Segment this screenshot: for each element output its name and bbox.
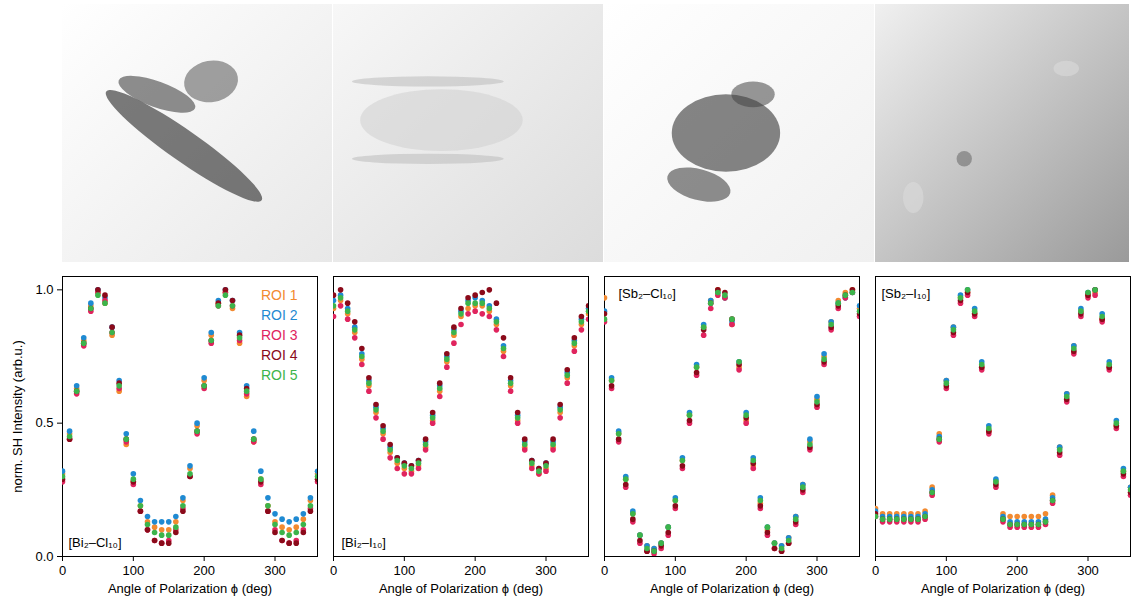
svg-text:Angle of Polarization ϕ (deg): Angle of Polarization ϕ (deg) [379,581,543,596]
svg-text:[Bi₂–Cl₁₀]: [Bi₂–Cl₁₀] [69,535,122,550]
svg-text:100: 100 [664,563,686,578]
svg-text:300: 300 [535,563,557,578]
svg-text:Angle of Polarization ϕ (deg): Angle of Polarization ϕ (deg) [650,581,814,596]
svg-text:200: 200 [193,563,215,578]
svg-text:100: 100 [122,563,144,578]
svg-text:200: 200 [464,563,486,578]
svg-text:ROI 3: ROI 3 [261,327,298,343]
svg-text:200: 200 [735,563,757,578]
svg-text:0: 0 [59,563,66,578]
svg-text:[Bi₂–I₁₀]: [Bi₂–I₁₀] [342,535,386,550]
svg-text:0: 0 [872,563,879,578]
svg-text:ROI 1: ROI 1 [261,287,298,303]
svg-text:Angle of Polarization ϕ (deg): Angle of Polarization ϕ (deg) [108,581,272,596]
svg-text:0.5: 0.5 [35,415,53,430]
svg-text:0: 0 [330,563,337,578]
svg-text:ROI 5: ROI 5 [261,367,298,383]
svg-text:ROI 2: ROI 2 [261,307,298,323]
svg-text:0: 0 [601,563,608,578]
svg-text:300: 300 [1077,563,1099,578]
svg-text:norm. SH Intensity (arb.u.): norm. SH Intensity (arb.u.) [10,340,25,492]
svg-text:[Sb₂–I₁₀]: [Sb₂–I₁₀] [882,286,931,301]
svg-text:300: 300 [806,563,828,578]
svg-text:Angle of Polarization ϕ (deg): Angle of Polarization ϕ (deg) [921,581,1085,596]
svg-text:300: 300 [264,563,286,578]
svg-text:200: 200 [1006,563,1028,578]
svg-text:[Sb₂–Cl₁₀]: [Sb₂–Cl₁₀] [619,286,676,301]
svg-text:0.0: 0.0 [35,549,53,564]
svg-text:1.0: 1.0 [35,282,53,297]
svg-text:100: 100 [393,563,415,578]
svg-text:ROI 4: ROI 4 [261,347,298,363]
svg-text:100: 100 [935,563,957,578]
